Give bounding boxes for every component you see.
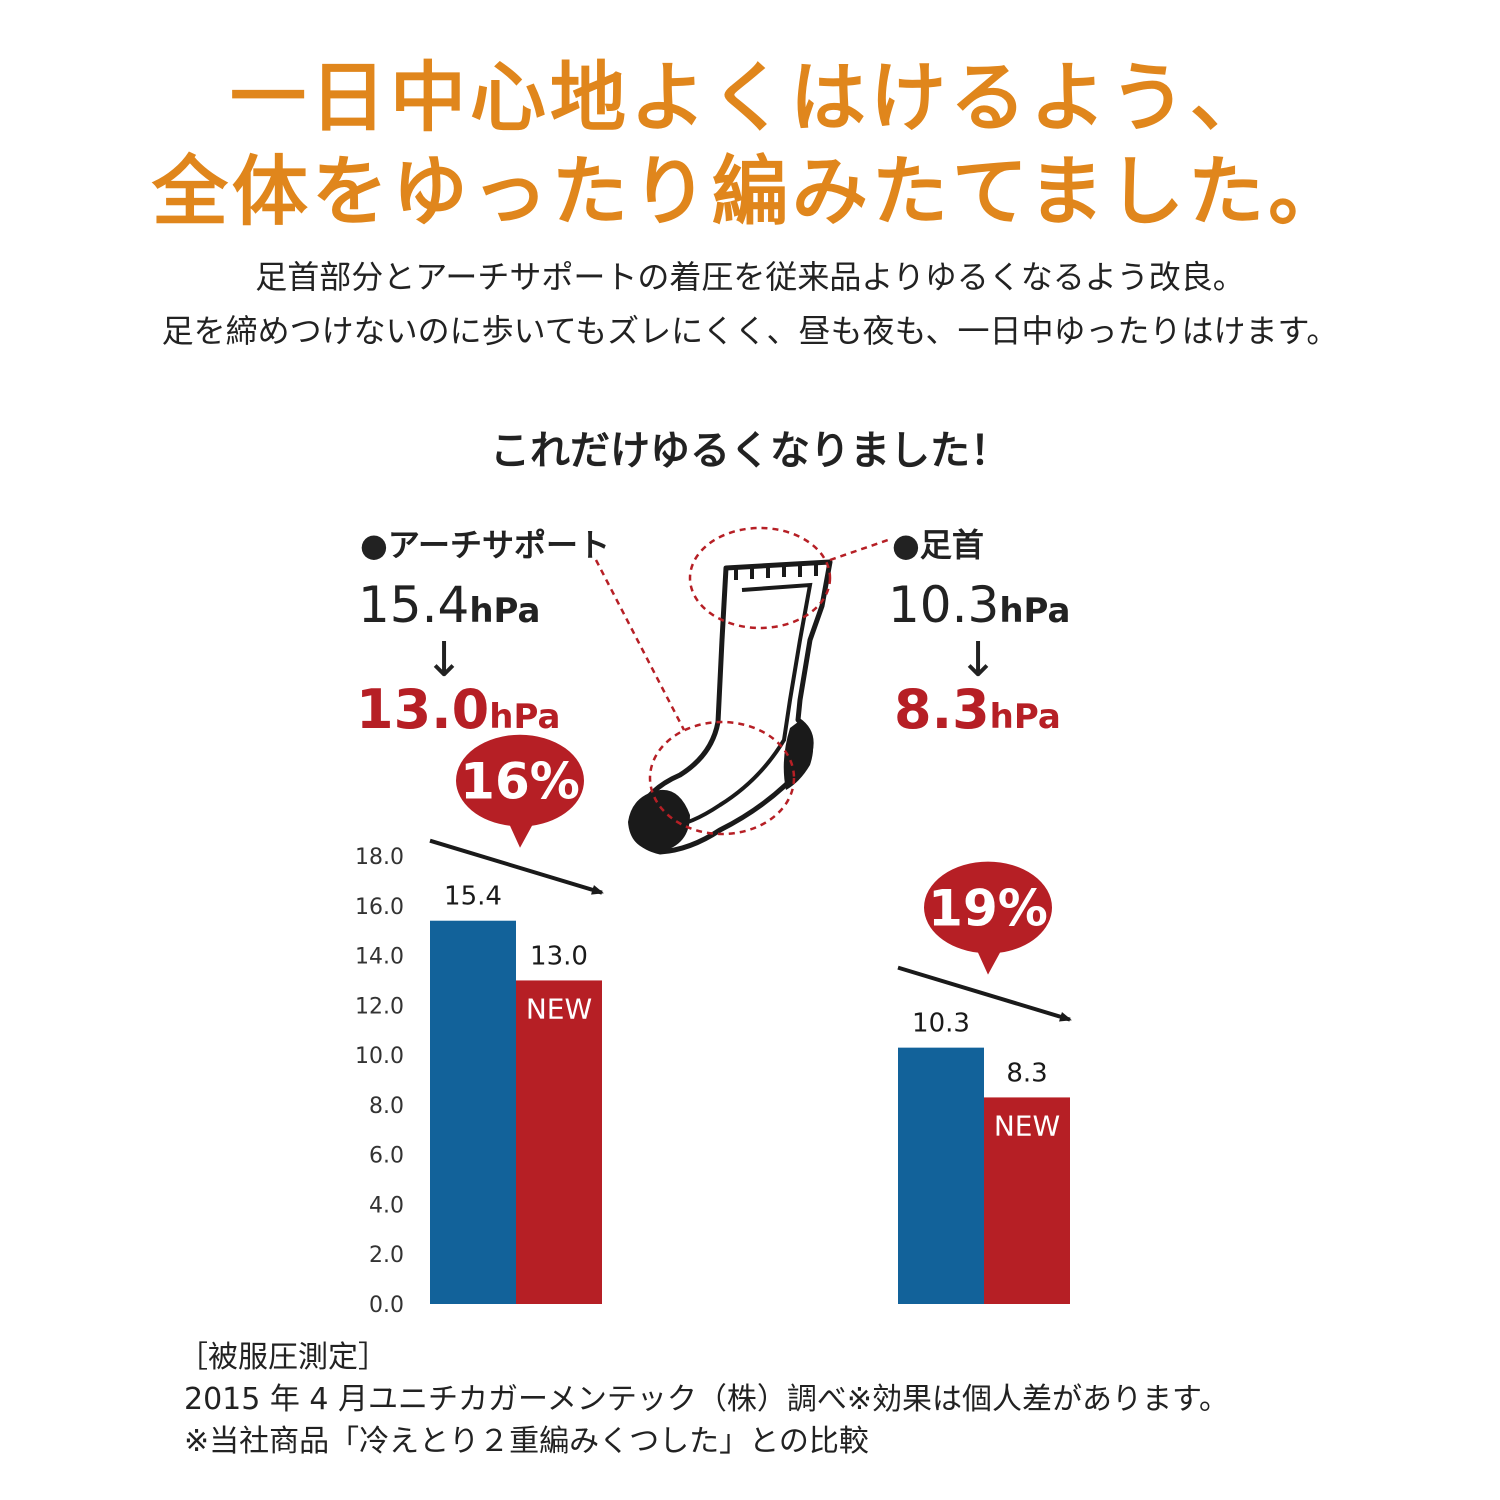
lead-line-2: 足を締めつけないのに歩いてもズレにくく、昼も夜も、一日中ゆったりはけます。 (161, 312, 1339, 350)
bar-current (898, 1047, 984, 1304)
reduction-percent-label: 19% (928, 880, 1048, 938)
bar-value-label: 15.4 (444, 882, 502, 912)
ankle-down-arrow-icon: ↓ (958, 632, 999, 688)
bar-current (430, 920, 516, 1304)
speech-bubble-icon (924, 861, 1052, 975)
chart-subheading: これだけゆるくなりました！ (490, 428, 1010, 474)
ankle-after-number: 8.3 (894, 678, 990, 741)
ankle-callout-title: ●足首 (892, 526, 984, 564)
y-tick-label: 2.0 (369, 1243, 404, 1268)
footnote-line-1: ［被服圧測定］ (178, 1340, 388, 1375)
arch-dashed-circle (648, 720, 796, 836)
y-tick-label: 12.0 (355, 994, 404, 1019)
arch-before-number: 15.4 (358, 576, 470, 634)
arch-leader-line (594, 559, 686, 731)
y-tick-label: 18.0 (355, 845, 404, 870)
bar-chart: 0.0 2.0 4.0 6.0 8.0 10.0 12.0 14.0 16.0 18.0 15.4… (355, 734, 1072, 1318)
sock-cuff-ribs (734, 562, 818, 580)
sock-illustration-icon (594, 526, 889, 855)
ankle-after-value: 8.3hPa (894, 678, 1061, 741)
bar-new (984, 1097, 1070, 1304)
arch-after-number: 13.0 (356, 678, 490, 741)
sock-heel (783, 722, 814, 790)
arch-callout-title: ●アーチサポート (360, 526, 611, 564)
arch-after-value: 13.0hPa (356, 678, 560, 741)
ankle-dashed-circle (688, 526, 832, 630)
ankle-before-number: 10.3 (888, 576, 1000, 634)
bar-labels: 15.4 13.0 NEW 10.3 8.3 NEW (444, 882, 1060, 1143)
ankle-after-unit: hPa (989, 697, 1061, 737)
arch-down-arrow-icon: ↓ (424, 632, 465, 688)
y-tick-label: 4.0 (369, 1193, 404, 1218)
bar-new (516, 980, 602, 1304)
y-axis: 0.0 2.0 4.0 6.0 8.0 10.0 12.0 14.0 16.0 18.0 (355, 845, 404, 1318)
lead-line-1: 足首部分とアーチサポートの着圧を従来品よりゆるくなるよう改良。 (255, 258, 1245, 296)
ankle-before-value: 10.3hPa (888, 576, 1070, 634)
speech-bubble-icon (456, 734, 584, 848)
footnote-line-2: 2015 年 4 月ユニチカガーメンテック（株）調べ※効果は個人差があります。 (184, 1382, 1229, 1417)
headline-line-2: 全体をゆったり編みたてました。 (151, 147, 1349, 236)
trend-arrow-icon (429, 838, 604, 895)
bar-new-label: NEW (994, 1109, 1060, 1142)
reduction-percent-label: 16% (460, 753, 580, 811)
bar-value-label: 13.0 (530, 941, 588, 971)
headline-line-1: 一日中心地よくはけるよう、 (230, 53, 1270, 142)
sock-toe (628, 789, 690, 852)
arch-before-value: 15.4hPa (358, 576, 540, 634)
bar-value-label: 8.3 (1006, 1058, 1047, 1088)
y-tick-label: 14.0 (355, 945, 404, 970)
bars (430, 920, 1070, 1304)
reduction-annotations: 16% 19% (429, 734, 1072, 1022)
trend-arrow-icon (897, 965, 1072, 1022)
arch-after-unit: hPa (489, 697, 561, 737)
y-tick-label: 0.0 (369, 1293, 404, 1318)
y-tick-label: 16.0 (355, 895, 404, 920)
y-tick-label: 10.0 (355, 1044, 404, 1069)
bar-value-label: 10.3 (912, 1009, 970, 1039)
arch-before-unit: hPa (469, 591, 541, 631)
y-tick-label: 6.0 (369, 1144, 404, 1169)
y-tick-label: 8.0 (369, 1094, 404, 1119)
ankle-before-unit: hPa (999, 591, 1071, 631)
footnote-line-3: ※当社商品「冷えとり２重編みくつした」との比較 (184, 1424, 869, 1459)
bar-new-label: NEW (526, 992, 592, 1025)
